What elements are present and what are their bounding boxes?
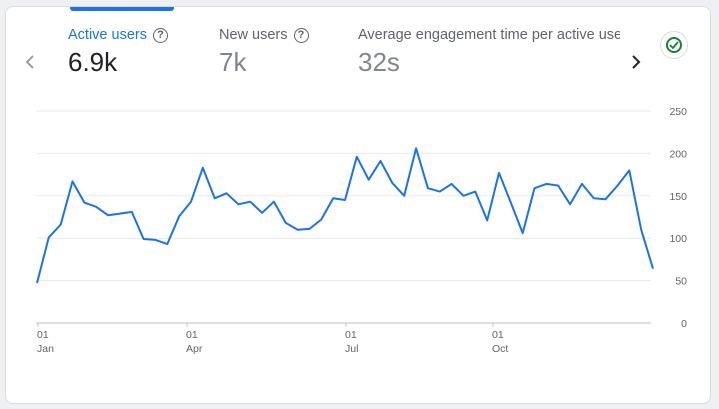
next-metrics-button[interactable] (624, 47, 648, 77)
metrics-card: Active users? 6.9k New users? 7k Average… (5, 6, 711, 404)
active-tab-indicator (70, 7, 174, 11)
metric-value: 32s (358, 47, 400, 77)
y-tick-label: 50 (675, 276, 687, 288)
y-tick-label: 0 (681, 318, 687, 330)
line-chart: 250 200 150 100 50 0 01 Jan 01 Apr 01 Jul 01 Oct (36, 106, 687, 355)
y-tick-label: 150 (669, 191, 687, 203)
chevron-left-icon (25, 55, 34, 69)
help-circle-icon[interactable]: ? (293, 27, 309, 43)
metric-tab-new-users[interactable]: New users? 7k (219, 27, 309, 78)
metric-label: Average engagement time per active user (358, 27, 620, 43)
metric-tab-average-engagement-time[interactable]: Average engagement time per active user … (358, 27, 620, 78)
status-badge[interactable] (660, 31, 688, 59)
y-tick-label: 100 (669, 233, 687, 245)
metric-value: 7k (219, 47, 247, 77)
metric-label: New users (219, 27, 288, 43)
x-tick-day: 01 (492, 329, 504, 341)
chevron-right-icon (632, 55, 641, 69)
x-tick-month: Apr (186, 343, 203, 355)
check-circle-icon (666, 37, 682, 53)
y-tick-label: 250 (669, 106, 687, 118)
metric-tab-active-users[interactable]: Active users? 6.9k (68, 27, 168, 78)
x-tick-month: Oct (492, 343, 508, 355)
x-tick-day: 01 (37, 329, 49, 341)
x-tick-month: Jul (345, 343, 358, 355)
help-circle-icon[interactable]: ? (152, 27, 168, 43)
previous-metrics-button[interactable] (18, 47, 42, 77)
y-tick-label: 200 (669, 148, 687, 160)
metric-value: 6.9k (68, 47, 118, 77)
metric-label: Active users (68, 27, 147, 43)
x-tick-day: 01 (186, 329, 198, 341)
x-tick-day: 01 (345, 329, 357, 341)
x-tick-month: Jan (37, 343, 54, 355)
series-line-active-users[interactable] (36, 147, 654, 284)
